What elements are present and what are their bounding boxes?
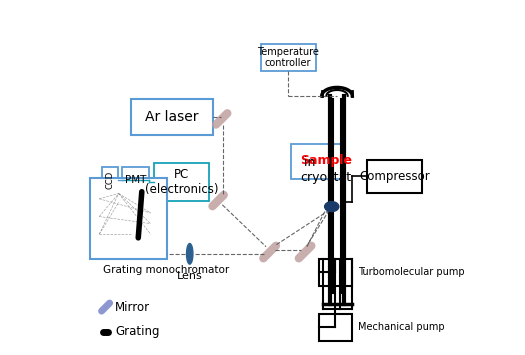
Text: Grating monochromator: Grating monochromator <box>103 265 229 275</box>
Text: Turbomolecular pump: Turbomolecular pump <box>359 267 465 277</box>
Ellipse shape <box>324 202 339 212</box>
FancyBboxPatch shape <box>261 44 316 71</box>
Text: Grating: Grating <box>115 326 160 338</box>
FancyBboxPatch shape <box>102 167 118 193</box>
FancyBboxPatch shape <box>291 144 342 179</box>
Text: Mirror: Mirror <box>115 301 150 313</box>
FancyBboxPatch shape <box>131 99 213 135</box>
FancyBboxPatch shape <box>154 163 209 201</box>
Text: Ar laser: Ar laser <box>145 110 199 124</box>
FancyBboxPatch shape <box>90 178 166 259</box>
Text: Temperature
controller: Temperature controller <box>257 47 319 68</box>
FancyBboxPatch shape <box>319 259 352 286</box>
Text: PC
(electronics): PC (electronics) <box>145 168 218 196</box>
Text: Lens: Lens <box>177 271 203 281</box>
Ellipse shape <box>186 244 193 264</box>
Text: CCD: CCD <box>106 171 114 189</box>
FancyBboxPatch shape <box>319 314 352 341</box>
Text: Mechanical pump: Mechanical pump <box>359 322 445 332</box>
Text: Sample: Sample <box>300 154 352 167</box>
FancyBboxPatch shape <box>122 167 149 193</box>
Text: Compressor: Compressor <box>359 170 430 183</box>
Text: in
cryostat: in cryostat <box>300 156 352 184</box>
FancyBboxPatch shape <box>367 160 422 193</box>
Text: PMT: PMT <box>125 175 146 185</box>
